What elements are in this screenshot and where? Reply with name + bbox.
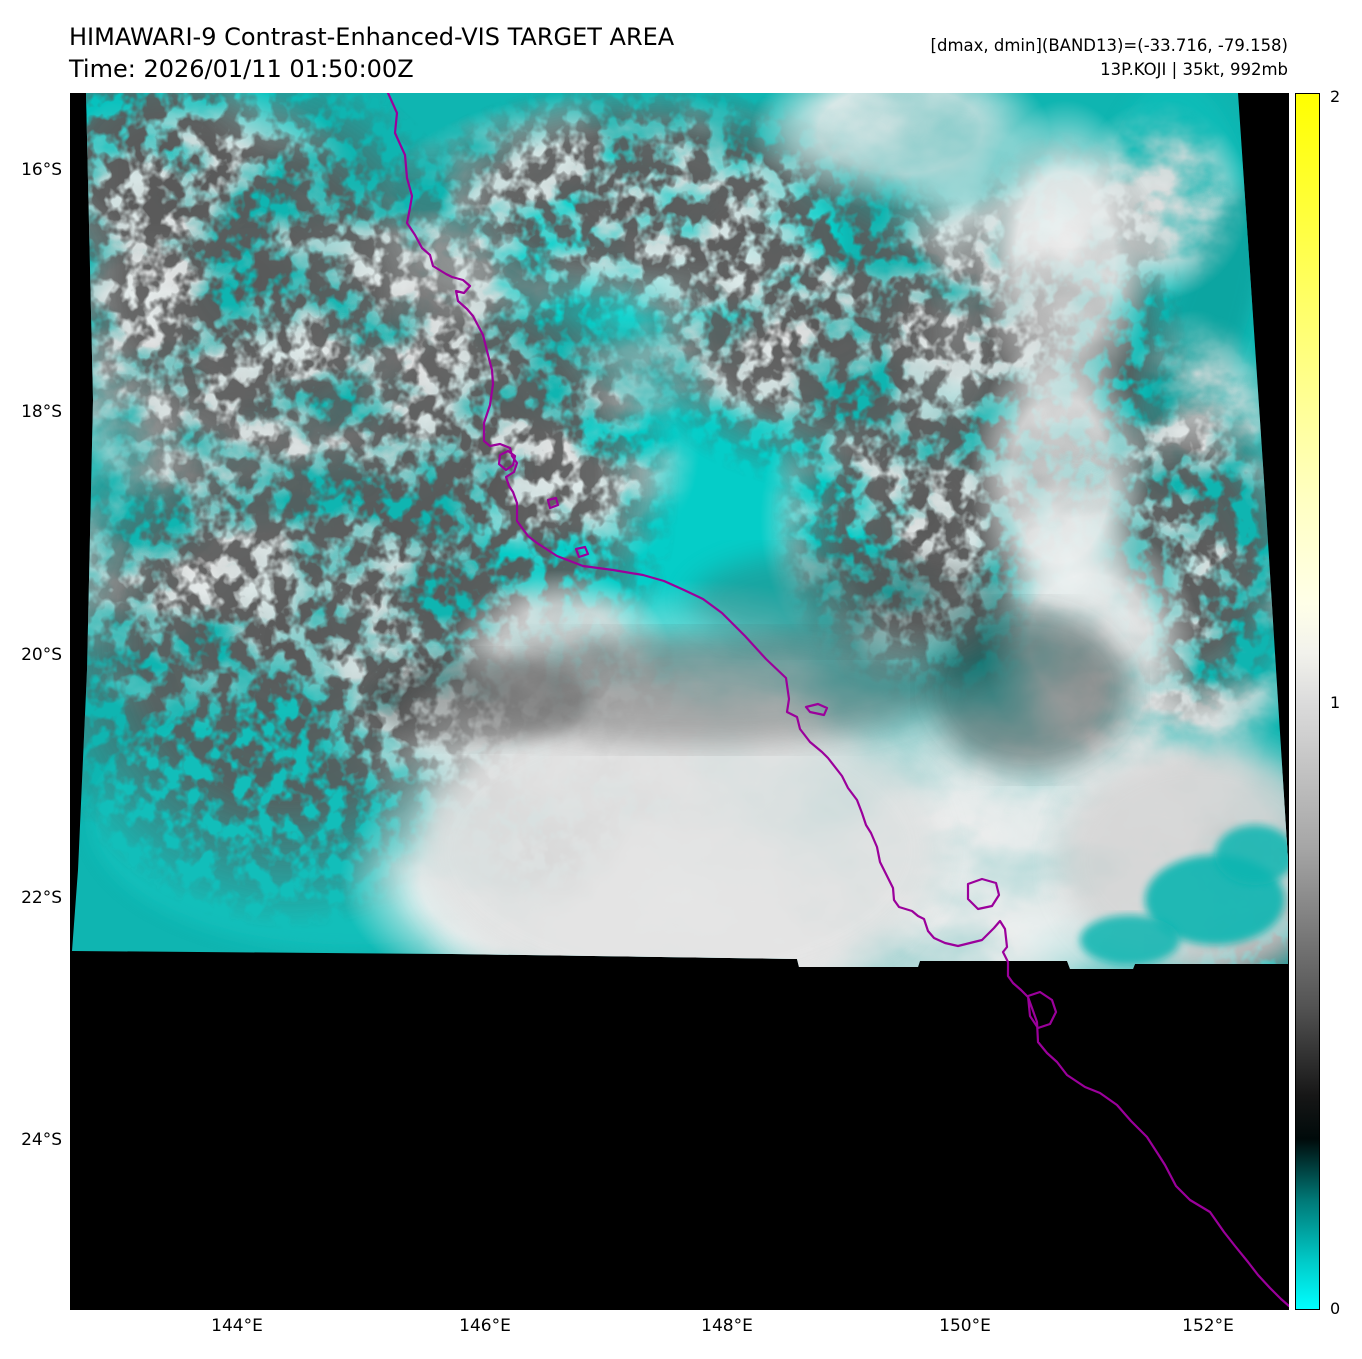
lon-tick-146e: 146°E (459, 1316, 511, 1336)
page-title: HIMAWARI-9 Contrast-Enhanced-VIS TARGET … (69, 23, 675, 51)
lat-tick-20s: 20°S (21, 645, 62, 665)
time-label: Time: 2026/01/11 01:50:00Z (69, 55, 414, 83)
lon-tick-144e: 144°E (211, 1316, 263, 1336)
colorbar-tick-2: 2 (1330, 87, 1341, 106)
storm-annotation: 13P.KOJI | 35kt, 992mb (1100, 60, 1288, 79)
lon-tick-152e: 152°E (1182, 1316, 1234, 1336)
colorbar-tick-1: 1 (1330, 693, 1341, 712)
satellite-image-render (70, 93, 1289, 1310)
satellite-swath (72, 93, 1288, 969)
lon-tick-148e: 148°E (701, 1316, 753, 1336)
colorbar (1295, 93, 1320, 1310)
lat-tick-18s: 18°S (21, 402, 62, 422)
lat-tick-24s: 24°S (21, 1130, 62, 1150)
lon-tick-150e: 150°E (939, 1316, 991, 1336)
lat-tick-22s: 22°S (21, 888, 62, 908)
coastline (386, 93, 1289, 1308)
satellite-image: Copyright © 2020-2026 Dapiya (70, 93, 1289, 1310)
colorbar-tick-0: 0 (1330, 1299, 1341, 1318)
band-annotation: [dmax, dmin](BAND13)=(-33.716, -79.158) (930, 36, 1288, 55)
lat-tick-16s: 16°S (21, 160, 62, 180)
